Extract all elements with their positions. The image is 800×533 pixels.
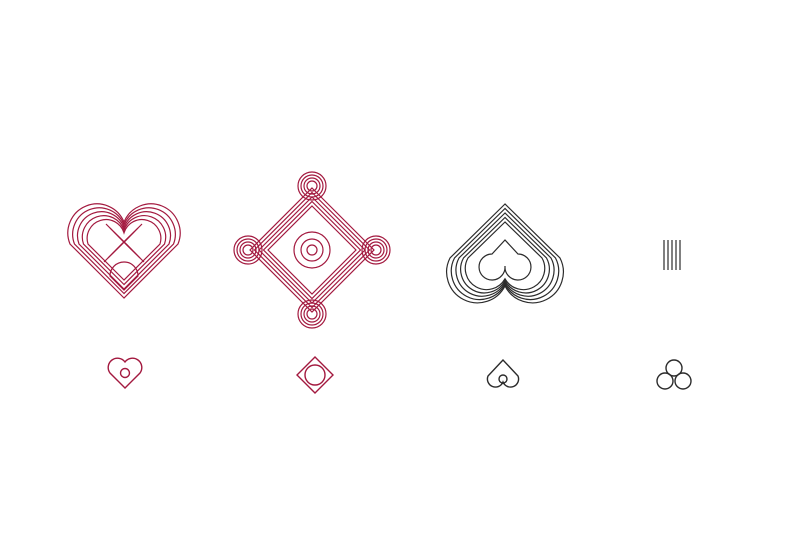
interlaced-trefoil-icon [612,190,744,308]
interlaced-spade-icon [444,200,566,310]
interlaced-heart-icon [62,198,186,302]
heart-mark-icon [106,356,144,390]
spade-mark-icon [484,358,522,390]
trefoil-mark-icon [654,357,694,391]
diamond-circle-mark-icon [296,356,334,394]
interlaced-diamond-cross-icon [232,170,392,330]
